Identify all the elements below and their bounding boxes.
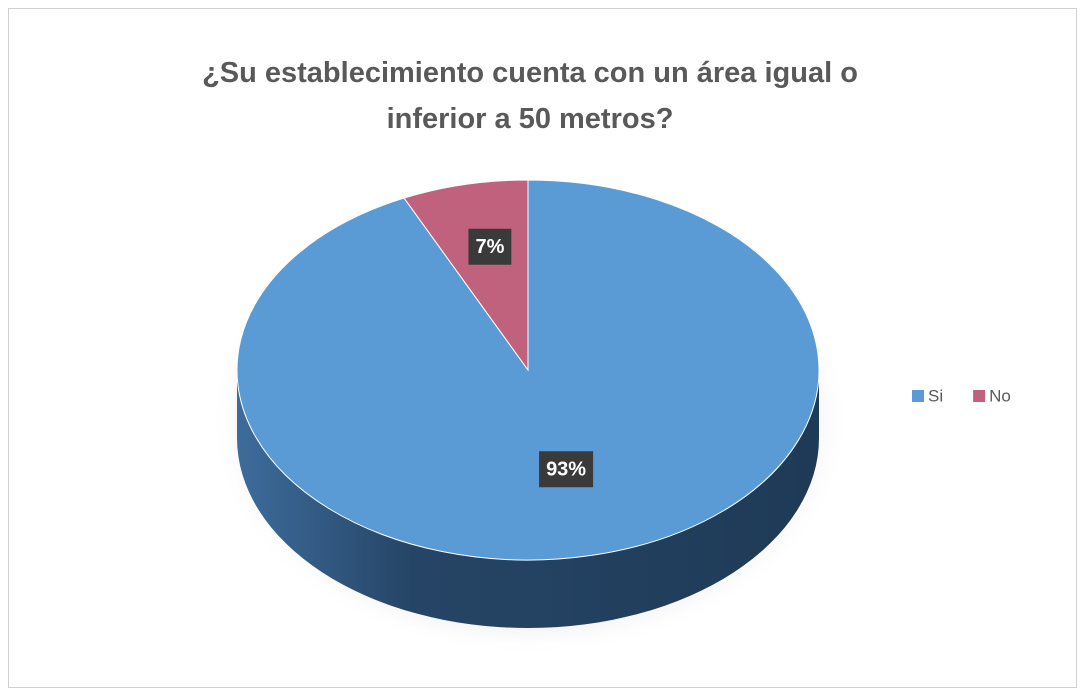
pie-slice bbox=[236, 179, 820, 561]
data-label-box bbox=[539, 451, 594, 488]
pie-side bbox=[237, 370, 819, 628]
legend-label: Si bbox=[928, 386, 943, 405]
data-label: 7% bbox=[475, 236, 504, 258]
legend-label: No bbox=[989, 386, 1011, 405]
pie-slice bbox=[403, 179, 529, 372]
chart-title: ¿Su establecimiento cuenta con un área i… bbox=[202, 57, 858, 135]
data-label: 93% bbox=[546, 459, 586, 481]
legend-swatch bbox=[973, 390, 986, 402]
legend-swatch bbox=[912, 390, 924, 402]
data-label-box bbox=[468, 228, 512, 265]
